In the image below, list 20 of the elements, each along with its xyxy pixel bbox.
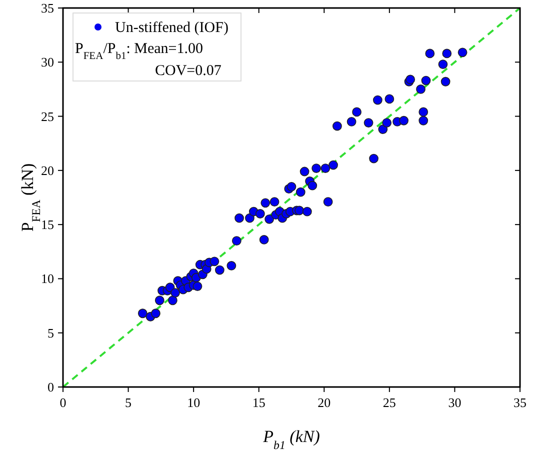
x-tick-label: 25 bbox=[382, 395, 396, 410]
x-axis-title: P$_{b1}$ (kN) bbox=[262, 427, 320, 450]
annotation: P$_{FEA}$/P$_{b1}$: Mean=1.00 bbox=[75, 41, 203, 62]
annotation: COV=0.07 bbox=[155, 63, 222, 79]
x-tick-label: 20 bbox=[318, 395, 331, 410]
y-tick-label: 20 bbox=[41, 162, 54, 178]
x-tick-label: 15 bbox=[252, 395, 266, 410]
x-tick-label: 30 bbox=[448, 395, 462, 410]
x-tick-label: 5 bbox=[125, 395, 132, 410]
y-tick-label: 15 bbox=[41, 217, 54, 232]
y-tick-label: 25 bbox=[41, 108, 54, 124]
y-tick-label: 10 bbox=[41, 271, 54, 286]
y-tick-label: 30 bbox=[41, 54, 54, 70]
legend-label: Un-stiffened (IOF) bbox=[115, 20, 228, 36]
y-tick-label: 35 bbox=[41, 0, 54, 16]
y-tick-label: 0 bbox=[48, 380, 54, 394]
y-tick-label: 5 bbox=[48, 325, 54, 340]
x-tick-label: 0 bbox=[60, 395, 66, 410]
x-tick-label: 10 bbox=[187, 395, 200, 410]
x-tick-label: 35 bbox=[514, 395, 526, 410]
